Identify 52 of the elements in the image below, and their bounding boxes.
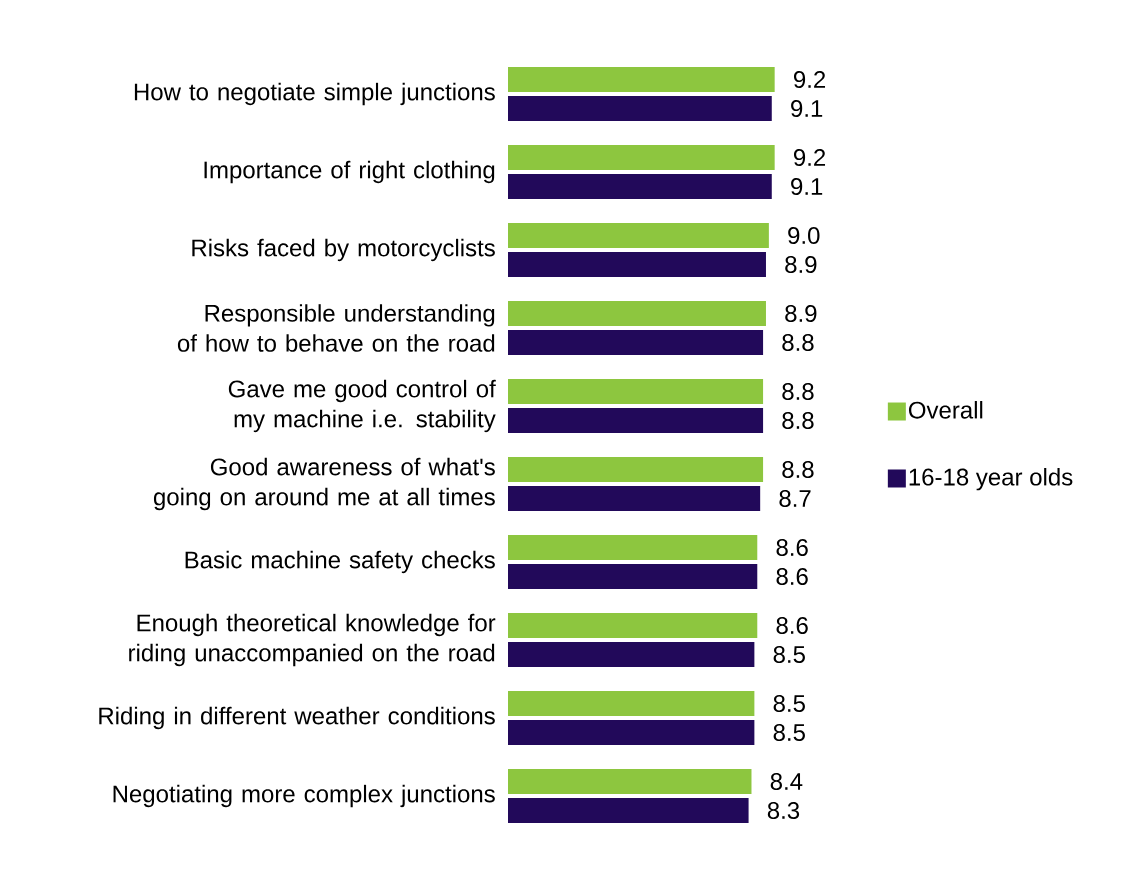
bar	[508, 67, 775, 92]
y-tick-label: Risks faced by motorcyclists	[192, 238, 495, 262]
data-label: 9.1	[791, 99, 823, 117]
bar	[508, 535, 758, 560]
bar	[508, 457, 764, 482]
bar	[508, 223, 769, 248]
bar	[508, 798, 749, 824]
data-label: 9.1	[791, 177, 823, 195]
y-tick-label: Enough theoretical knowledge for riding unaccompanied on the road	[129, 613, 496, 667]
bar	[508, 564, 758, 589]
bar	[508, 486, 761, 511]
data-label: 8.8	[782, 334, 814, 351]
bar	[508, 379, 764, 404]
y-tick-label: Gave me good control of my machine i.e. stability	[228, 379, 496, 433]
y-tick-label: Responsible understanding of how to behave on the road	[177, 304, 495, 352]
data-label: 9.0	[788, 227, 820, 244]
data-label: 8.9	[785, 305, 817, 322]
bar	[508, 408, 764, 433]
data-label: 9.2	[793, 70, 826, 88]
data-label: 8.3	[767, 802, 800, 820]
data-label: 8.6	[776, 568, 808, 585]
bar	[508, 330, 764, 355]
data-label: 8.8	[782, 412, 814, 429]
data-label: 8.8	[782, 461, 814, 478]
data-label: 8.7	[779, 490, 811, 507]
bar	[508, 720, 755, 746]
bar	[508, 691, 755, 717]
bar	[508, 769, 752, 795]
y-tick-label: Negotiating more complex junctions	[113, 784, 495, 808]
bar	[508, 96, 772, 121]
y-tick-label: Riding in different weather conditions	[99, 706, 495, 730]
y-tick-label: Good awareness of what's going on around me at all times	[153, 457, 495, 511]
data-label: 9.2	[793, 148, 826, 166]
data-label: 8.9	[785, 256, 817, 273]
bar	[508, 252, 766, 277]
y-tick-label: How to negotiate simple junctions	[134, 82, 495, 106]
bar	[508, 301, 766, 326]
data-label: 8.5	[773, 646, 805, 663]
data-label: 8.4	[770, 773, 803, 790]
data-label: 8.8	[782, 383, 814, 400]
data-label: 8.6	[776, 617, 808, 634]
bar	[508, 613, 758, 639]
bar	[508, 145, 775, 170]
data-label: 8.5	[773, 695, 805, 712]
legend-label: Overall	[908, 401, 983, 419]
data-label: 8.6	[776, 539, 808, 556]
legend-label: 16-18 year olds	[909, 468, 1073, 491]
data-label: 8.5	[773, 724, 805, 741]
y-tick-label: Importance of right clothing	[204, 160, 495, 184]
bar	[508, 174, 772, 199]
bar	[508, 642, 755, 668]
y-tick-label: Basic machine safety checks	[185, 550, 495, 574]
